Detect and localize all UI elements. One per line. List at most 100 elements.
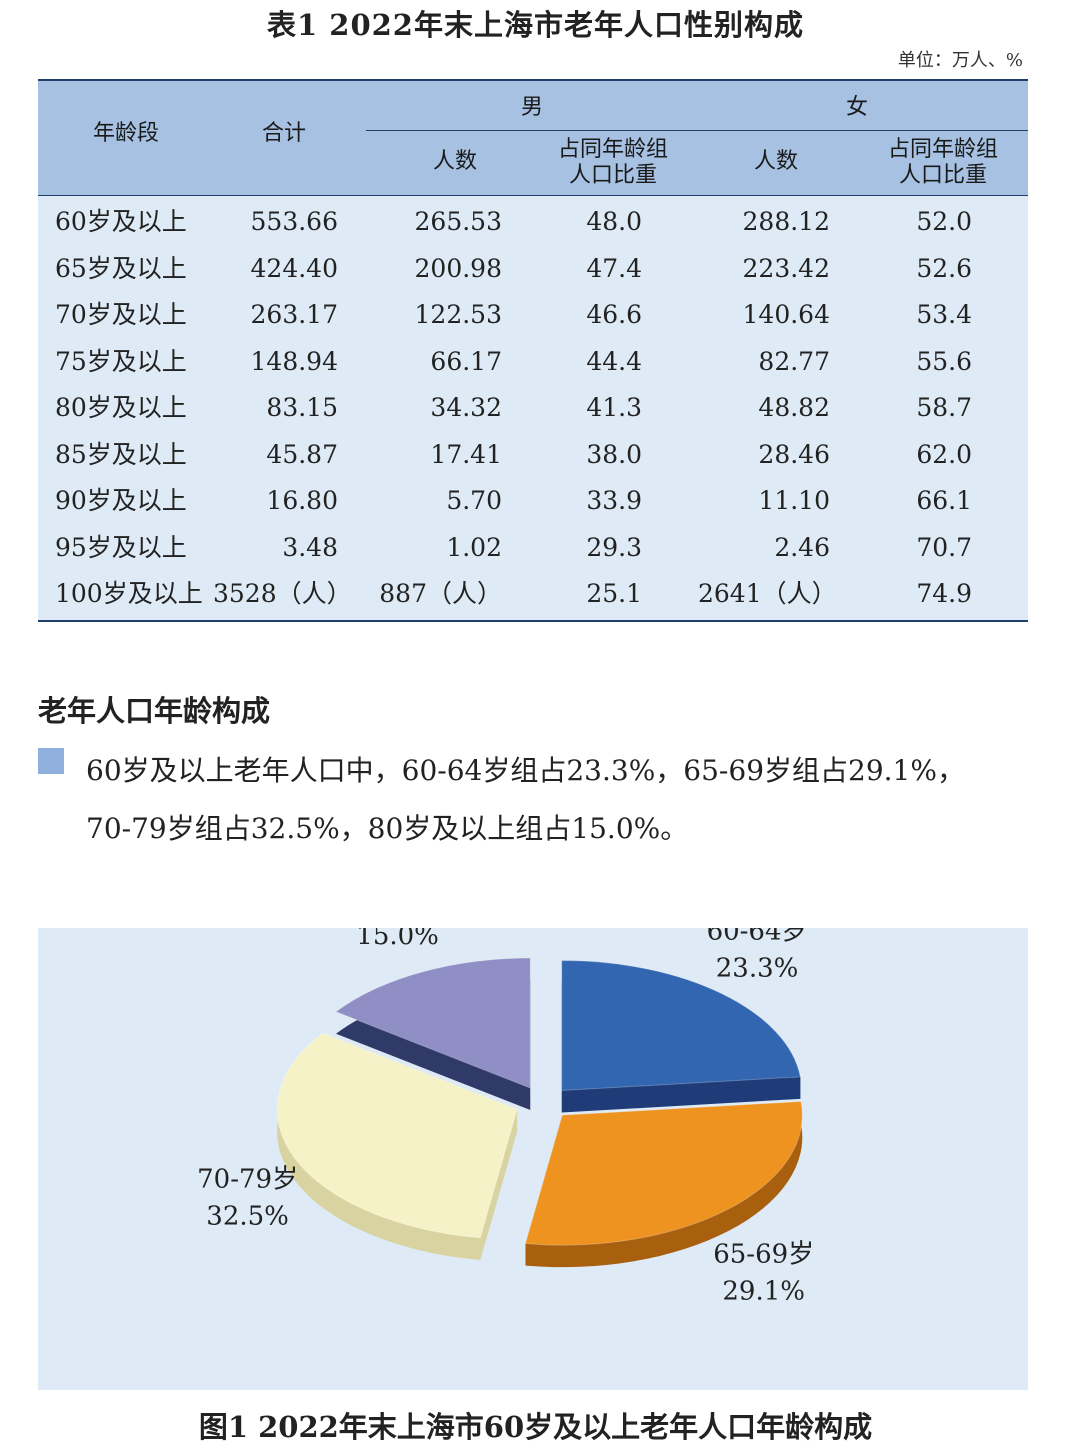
table-row: 100岁及以上 3528（人） 887（人） 25.1 2641（人） 74.9 (38, 571, 1028, 617)
cell-male: 122.53 (414, 300, 502, 329)
cell-female: 28.46 (758, 439, 830, 469)
header-male: 男 (521, 95, 544, 120)
table-header: 年龄段 合计 男 女 人数 占同年龄组 人口比重 人数 占同年龄组 人口比重 (38, 81, 1028, 196)
pie-label-value: 32.5% (206, 1202, 289, 1232)
table-row: 90岁及以上 16.80 5.70 33.9 11.10 66.1 (38, 478, 1028, 524)
cell-age: 95岁及以上 (55, 532, 187, 562)
paragraph-line-1: 60岁及以上老年人口中，60-64岁组占23.3%，65-69岁组占29.1%， (86, 754, 965, 787)
pie-label-category: 60-64岁 (707, 928, 808, 946)
cell-female-pct: 70.7 (916, 532, 972, 562)
cell-total: 16.80 (266, 486, 338, 515)
header-female-ratio-line1: 占同年龄组 (888, 137, 999, 162)
cell-female-pct: 74.9 (916, 579, 972, 608)
table-row: 75岁及以上 148.94 66.17 44.4 82.77 55.6 (38, 339, 1028, 385)
cell-male: 17.41 (430, 439, 502, 469)
cell-age: 90岁及以上 (55, 486, 187, 515)
cell-female: 82.77 (758, 346, 830, 376)
pie-slice-top (334, 957, 531, 1089)
table-row: 65岁及以上 424.40 200.98 47.4 223.42 52.6 (38, 246, 1028, 292)
header-male-count: 人数 (433, 149, 478, 174)
pie-chart-panel: 60-64岁23.3%65-69岁29.1%70-79岁32.5%80岁及以上1… (38, 928, 1028, 1390)
pie-slice-top (561, 960, 802, 1092)
header-divider (366, 130, 1028, 131)
cell-female: 48.82 (758, 393, 830, 422)
cell-male-pct: 38.0 (586, 439, 642, 469)
pie-chart: 60-64岁23.3%65-69岁29.1%70-79岁32.5%80岁及以上1… (197, 928, 814, 1306)
section-title: 老年人口年龄构成 (38, 694, 271, 728)
cell-male-pct: 48.0 (586, 207, 642, 236)
cell-age: 75岁及以上 (55, 346, 187, 376)
cell-total: 424.40 (250, 253, 338, 283)
cell-female-pct: 53.4 (916, 300, 972, 329)
header-total: 合计 (262, 121, 307, 146)
cell-female-pct: 55.6 (916, 346, 972, 376)
header-female: 女 (846, 95, 869, 120)
cell-female-pct: 58.7 (916, 393, 972, 422)
cell-age: 60岁及以上 (55, 207, 187, 236)
cell-male: 5.70 (446, 486, 502, 515)
pie-slice (561, 960, 802, 1113)
cell-female-pct: 66.1 (916, 486, 972, 515)
cell-male-pct: 25.1 (586, 579, 642, 608)
cell-male-pct: 46.6 (586, 300, 642, 329)
figure-caption: 图1 2022年末上海市60岁及以上老年人口年龄构成 (198, 1410, 873, 1444)
pie-label-category: 65-69岁 (713, 1239, 814, 1269)
cell-male-pct: 33.9 (586, 486, 642, 515)
unit-label: 单位：万人、% (897, 50, 1023, 71)
cell-female-pct: 52.6 (916, 253, 972, 283)
cell-male: 887（人） (379, 579, 502, 608)
pie-label-value: 23.3% (716, 953, 799, 983)
table-row: 85岁及以上 45.87 17.41 38.0 28.46 62.0 (38, 432, 1028, 478)
cell-total: 83.15 (266, 393, 338, 422)
table-row: 80岁及以上 83.15 34.32 41.3 48.82 58.7 (38, 385, 1028, 431)
cell-male: 200.98 (414, 253, 502, 283)
cell-female: 11.10 (758, 486, 830, 515)
pie-label-value: 15.0% (356, 928, 439, 951)
header-female-ratio-line2: 人口比重 (899, 163, 988, 188)
paragraph-line-2: 70-79岁组占32.5%，80岁及以上组占15.0%。 (86, 812, 689, 845)
header-male-ratio-line1: 占同年龄组 (558, 137, 669, 162)
cell-male-pct: 44.4 (586, 346, 642, 376)
cell-male: 66.17 (430, 346, 502, 376)
pie-slice (524, 1100, 803, 1268)
pie-slice-top (524, 1100, 803, 1246)
cell-age: 70岁及以上 (55, 300, 187, 329)
cell-female: 223.42 (742, 253, 830, 283)
cell-female-pct: 52.0 (916, 207, 972, 236)
cell-age: 65岁及以上 (55, 253, 187, 283)
cell-female: 2.46 (774, 532, 830, 562)
cell-female-pct: 62.0 (916, 439, 972, 469)
cell-total: 45.87 (266, 439, 338, 469)
pie-slice (276, 1032, 518, 1260)
cell-total: 553.66 (250, 207, 338, 236)
cell-age: 100岁及以上 (55, 579, 203, 608)
cell-female: 2641（人） (698, 579, 837, 608)
pie-label-category: 70-79岁 (197, 1165, 298, 1195)
table-row: 60岁及以上 553.66 265.53 48.0 288.12 52.0 (38, 199, 1028, 245)
cell-male-pct: 29.3 (586, 532, 642, 562)
table-row: 95岁及以上 3.48 1.02 29.3 2.46 70.7 (38, 525, 1028, 571)
cell-male-pct: 47.4 (586, 253, 642, 283)
cell-age: 85岁及以上 (55, 439, 187, 469)
pie-slice-top (276, 1032, 518, 1239)
header-male-ratio: 占同年龄组 人口比重 (558, 137, 668, 189)
cell-total: 3.48 (282, 532, 338, 562)
cell-male: 34.32 (430, 393, 502, 422)
pie-slice (334, 957, 531, 1111)
cell-female: 140.64 (742, 300, 830, 329)
cell-total: 148.94 (250, 346, 338, 376)
header-male-ratio-line2: 人口比重 (569, 163, 658, 188)
cell-total: 263.17 (250, 300, 338, 329)
cell-age: 80岁及以上 (55, 393, 187, 422)
header-age: 年龄段 (93, 121, 160, 146)
cell-total: 3528（人） (213, 579, 352, 608)
cell-female: 288.12 (742, 207, 830, 236)
pie-label-value: 29.1% (722, 1276, 805, 1306)
population-table: 年龄段 合计 男 女 人数 占同年龄组 人口比重 人数 占同年龄组 人口比重 6… (38, 79, 1028, 622)
cell-male: 265.53 (414, 207, 502, 236)
table-title: 表1 2022年末上海市老年人口性别构成 (267, 8, 804, 42)
section-paragraph: 60岁及以上老年人口中，60-64岁组占23.3%，65-69岁组占29.1%，… (86, 742, 1026, 858)
cell-male-pct: 41.3 (586, 393, 642, 422)
bullet-square (38, 748, 64, 774)
table-row: 70岁及以上 263.17 122.53 46.6 140.64 53.4 (38, 292, 1028, 338)
